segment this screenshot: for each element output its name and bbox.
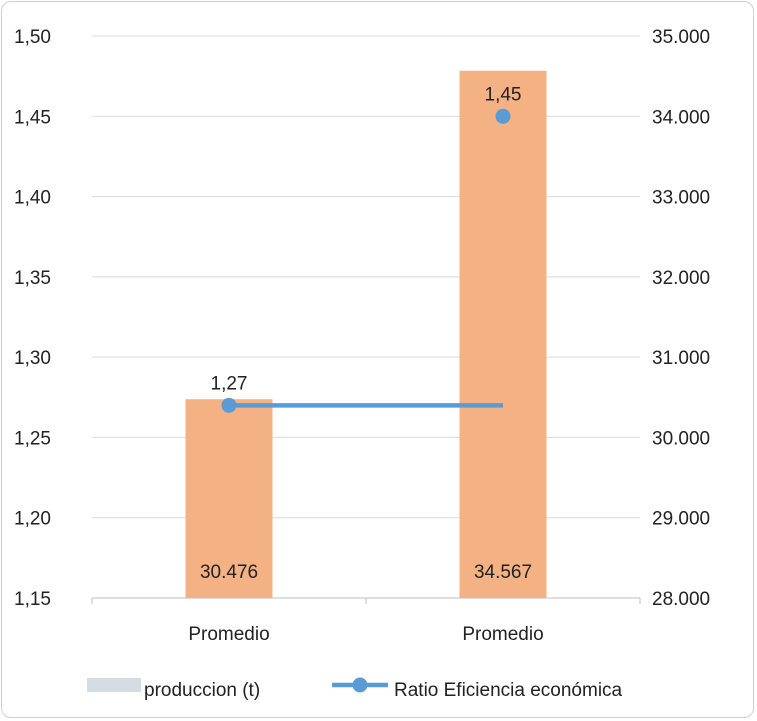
right-tick-label: 28.000 xyxy=(652,589,710,610)
left-tick-label: 1,50 xyxy=(14,27,51,48)
produccion-value-label: 34.567 xyxy=(474,562,532,583)
legend-marker-ratio xyxy=(352,677,368,693)
right-tick-label: 32.000 xyxy=(652,268,710,289)
bars-produccion xyxy=(185,70,547,598)
ratio-marker xyxy=(495,108,511,124)
legend-swatch-produccion xyxy=(87,678,141,692)
axes: 1,15 1,20 1,25 1,30 1,35 1,40 1,45 1,50 28.000 29… xyxy=(14,27,710,645)
bar xyxy=(459,70,547,598)
left-tick-label: 1,35 xyxy=(14,268,51,289)
right-tick-label: 30.000 xyxy=(652,428,710,449)
bar xyxy=(185,399,273,598)
right-tick-label: 33.000 xyxy=(652,188,710,209)
right-tick-label: 35.000 xyxy=(652,27,710,48)
left-tick-label: 1,25 xyxy=(14,428,51,449)
ratio-marker xyxy=(221,397,237,413)
right-tick-label: 29.000 xyxy=(652,509,710,530)
left-tick-label: 1,40 xyxy=(14,188,51,209)
line-ratio xyxy=(221,108,511,413)
left-tick-label: 1,30 xyxy=(14,348,51,369)
gridlines xyxy=(92,35,640,519)
legend-label-ratio: Ratio Eficiencia económica xyxy=(394,680,623,701)
x-category-label: Promedio xyxy=(462,624,543,645)
left-tick-label: 1,15 xyxy=(14,589,51,610)
data-labels: 1,27 1,45 30.476 34.567 xyxy=(200,84,532,583)
left-tick-label: 1,20 xyxy=(14,509,51,530)
legend-label-produccion: produccion (t) xyxy=(144,680,260,701)
right-tick-label: 31.000 xyxy=(652,348,710,369)
ratio-value-label: 1,45 xyxy=(485,84,522,105)
x-category-label: Promedio xyxy=(188,624,269,645)
right-tick-label: 34.000 xyxy=(652,107,710,128)
left-tick-label: 1,45 xyxy=(14,107,51,128)
produccion-value-label: 30.476 xyxy=(200,562,258,583)
legend: produccion (t) Ratio Eficiencia económica xyxy=(87,677,623,701)
ratio-value-label: 1,27 xyxy=(211,373,248,394)
